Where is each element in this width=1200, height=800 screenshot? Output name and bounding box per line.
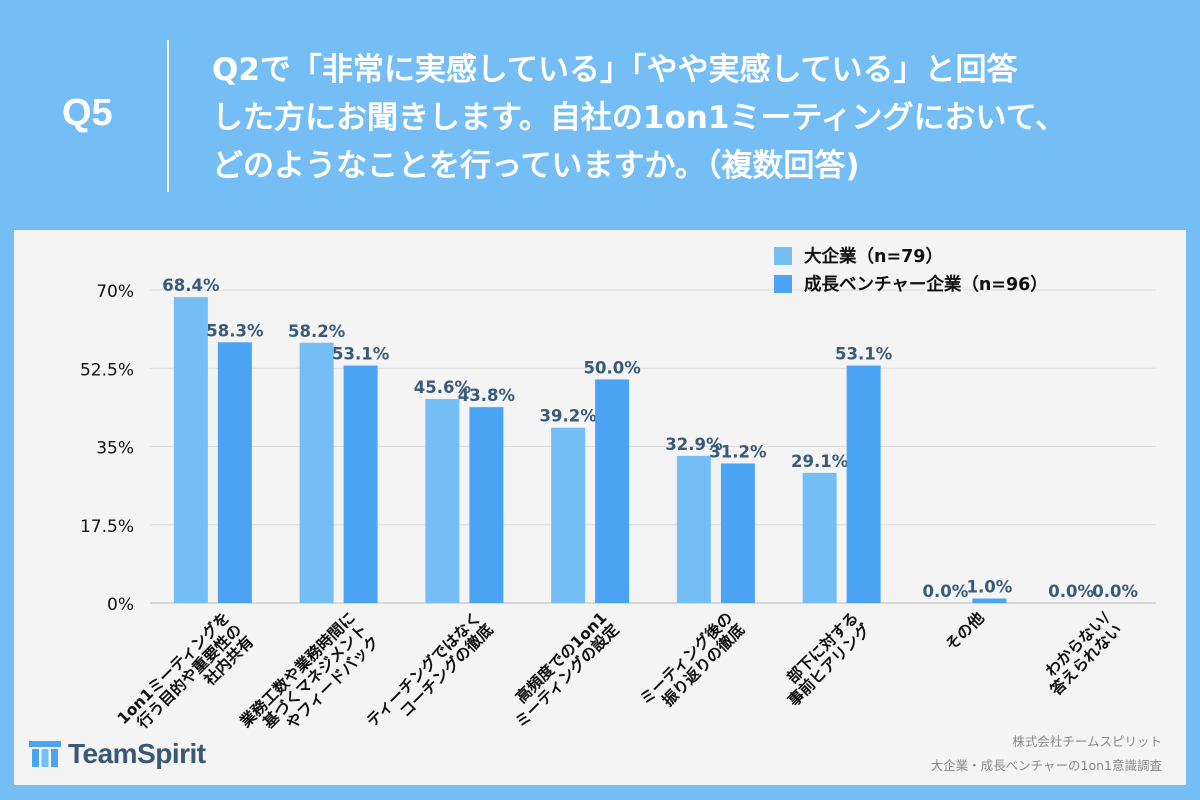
data-label: 0.0% [922,582,968,601]
category-label: 1on1ミーティングを行う目的や重要性の社内共有 [113,608,257,752]
question-line: どのようなことを行っていますか。（複数回答) [212,148,860,184]
category-label: わからない/答えられない [1035,608,1126,699]
legend-label: 成長ベンチャー企業（n=96） [804,274,1048,295]
category-label-line: 基づくマネジメント [258,620,371,733]
bar [551,427,586,603]
data-label: 53.1% [332,345,390,364]
data-label: 0.0% [1048,582,1094,601]
category-label: 高頻度での1on1ミーティングの設定 [499,608,623,732]
category-label: 部下に対する事前ヒアリング [772,608,875,711]
category-label-line: ティーチングではなく [362,608,484,730]
credit-survey: 大企業・成長ベンチャーの1on1意識調査 [930,758,1162,773]
data-label: 1.0% [966,578,1012,597]
data-label: 58.3% [206,321,264,340]
question-line: した方にお聞きします。自社の1on1ミーティングにおいて、 [212,100,1067,136]
credit-company: 株式会社チームスピリット [1012,734,1162,749]
data-label: 53.1% [835,345,893,364]
question-text: Q2で「非常に実感している」「やや実感している」と回答 した方にお聞きします。自… [212,46,1172,190]
question-number: Q5 [62,92,113,134]
bar [217,342,252,603]
data-label: 50.0% [584,358,642,377]
data-label: 68.4% [162,276,220,295]
question-line: Q2で「非常に実感している」「やや実感している」と回答 [212,52,1018,88]
bar [676,455,711,603]
data-label: 45.6% [414,378,472,397]
bar [846,365,881,603]
bar [343,365,378,603]
category-label-line: ミーティングの設定 [511,620,623,732]
category-label: その他 [941,608,988,655]
data-label: 32.9% [665,435,723,454]
bar [469,407,504,603]
header-divider [167,40,169,192]
y-tick-label: 70% [96,282,134,302]
bar [972,598,1007,603]
y-tick-label: 52.5% [80,360,134,380]
bar-chart: 0% 17.5% 35% 52.5% 70% 68.4% 58.2% 45.6% 39.2% 32… [80,246,1156,756]
data-label: 29.1% [791,452,849,471]
bar [425,399,460,603]
category-label-line: 行う目的や重要性の [132,620,245,733]
y-tick-label: 17.5% [80,517,134,537]
bar [595,379,630,603]
y-tick-label: 0% [107,595,134,615]
bar [802,472,837,603]
legend-swatch [774,275,792,293]
category-label: ティーチングではなくコーチングの徹底 [362,608,497,743]
teamspirit-logo-icon [29,741,61,767]
logo-wordmark: TeamSpirit [68,738,206,769]
data-label: 58.2% [288,322,346,341]
category-label-line: その他 [941,608,988,655]
teamspirit-logo: TeamSpirit [28,738,206,770]
data-label: 0.0% [1092,582,1138,601]
bar [720,463,755,603]
data-label: 31.2% [709,442,767,461]
source-credit: 株式会社チームスピリット 大企業・成長ベンチャーの1on1意識調査 [931,730,1162,778]
legend-label: 大企業（n=79） [804,246,943,267]
bar [173,297,208,603]
question-header: Q5 Q2で「非常に実感している」「やや実感している」と回答 した方にお聞きしま… [0,0,1200,230]
category-label: 業務工数や業務時間に基づくマネジメントやフィードバック [235,608,383,756]
category-label: ミーティング後の振り返りの徹底 [636,608,749,721]
y-tick-label: 35% [96,439,134,459]
data-label: 39.2% [540,407,598,426]
bar [299,342,334,603]
chart-panel: 0% 17.5% 35% 52.5% 70% 68.4% 58.2% 45.6% 39.2% 32… [14,230,1186,785]
legend-swatch [774,247,792,265]
data-label: 43.8% [458,386,516,405]
